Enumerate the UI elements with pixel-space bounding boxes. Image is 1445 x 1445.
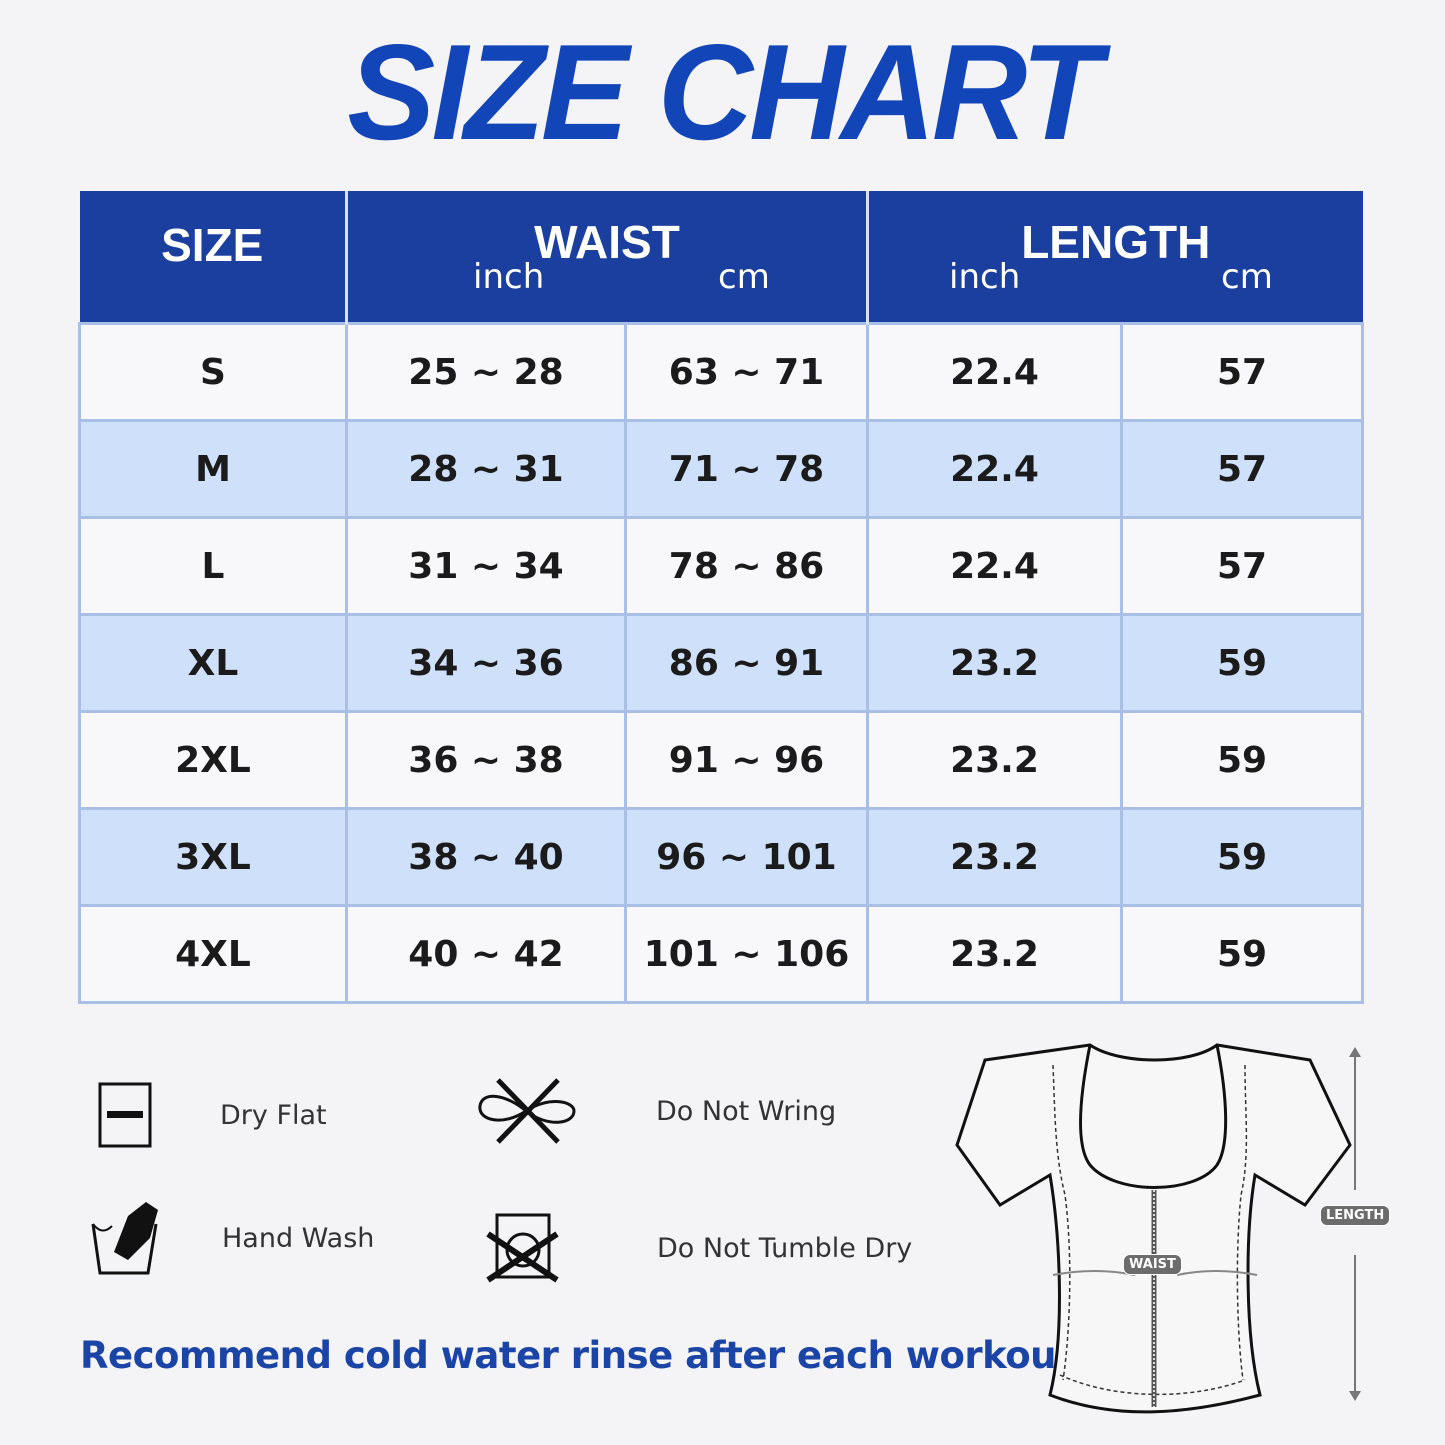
cell-waist-cm: 86 ~ 91 bbox=[624, 613, 869, 713]
dry-flat-icon bbox=[98, 1082, 152, 1148]
table-row: S 25 ~ 28 63 ~ 71 22.4 57 bbox=[78, 322, 1364, 422]
table-row: 2XL 36 ~ 38 91 ~ 96 23.2 59 bbox=[78, 710, 1364, 810]
length-inch-unit: inch bbox=[949, 257, 1021, 297]
table-row: L 31 ~ 34 78 ~ 86 22.4 57 bbox=[78, 516, 1364, 616]
cell-waist-inch: 28 ~ 31 bbox=[345, 419, 627, 519]
cell-waist-inch: 34 ~ 36 bbox=[345, 613, 627, 713]
cell-length-inch: 22.4 bbox=[866, 322, 1123, 422]
cell-length-cm: 59 bbox=[1120, 613, 1364, 713]
cell-waist-cm: 96 ~ 101 bbox=[624, 807, 869, 907]
care-do-not-wring: Do Not Wring bbox=[476, 1076, 836, 1146]
page-title: SIZE CHART bbox=[347, 16, 1101, 168]
cell-size: XL bbox=[78, 613, 348, 713]
cell-waist-cm: 101 ~ 106 bbox=[624, 904, 869, 1004]
cell-waist-inch: 36 ~ 38 bbox=[345, 710, 627, 810]
cell-waist-cm: 63 ~ 71 bbox=[624, 322, 869, 422]
cell-size: M bbox=[78, 419, 348, 519]
do-not-tumble-dry-icon bbox=[486, 1213, 559, 1283]
waist-inch-unit: inch bbox=[473, 257, 545, 297]
length-cm-unit: cm bbox=[1221, 257, 1273, 297]
cell-length-inch: 23.2 bbox=[866, 807, 1123, 907]
table-row: M 28 ~ 31 71 ~ 78 22.4 57 bbox=[78, 419, 1364, 519]
table-row: 4XL 40 ~ 42 101 ~ 106 23.2 59 bbox=[78, 904, 1364, 1004]
cell-waist-cm: 71 ~ 78 bbox=[624, 419, 869, 519]
cell-waist-inch: 31 ~ 34 bbox=[345, 516, 627, 616]
waist-label: WAIST bbox=[1123, 1254, 1182, 1275]
cell-waist-inch: 38 ~ 40 bbox=[345, 807, 627, 907]
cell-length-inch: 23.2 bbox=[866, 710, 1123, 810]
cell-waist-cm: 91 ~ 96 bbox=[624, 710, 869, 810]
table-row: 3XL 38 ~ 40 96 ~ 101 23.2 59 bbox=[78, 807, 1364, 907]
cell-length-cm: 59 bbox=[1120, 710, 1364, 810]
table-header: SIZE WAIST inch cm LENGTH inch cm bbox=[79, 191, 1363, 324]
cell-waist-cm: 78 ~ 86 bbox=[624, 516, 869, 616]
header-size: SIZE bbox=[79, 191, 348, 324]
care-note: Recommend cold water rinse after each wo… bbox=[80, 1334, 1087, 1377]
cell-length-cm: 57 bbox=[1120, 419, 1364, 519]
cell-waist-inch: 25 ~ 28 bbox=[345, 322, 627, 422]
header-length: LENGTH inch cm bbox=[867, 191, 1363, 324]
cell-size: S bbox=[78, 322, 348, 422]
cell-length-inch: 22.4 bbox=[866, 419, 1123, 519]
care-do-not-tumble-dry: Do Not Tumble Dry bbox=[485, 1212, 912, 1284]
cell-length-cm: 59 bbox=[1120, 807, 1364, 907]
cell-size: 4XL bbox=[78, 904, 348, 1004]
size-table: SIZE WAIST inch cm LENGTH inch cm S 25 ~ … bbox=[78, 191, 1364, 1004]
cell-waist-inch: 40 ~ 42 bbox=[345, 904, 627, 1004]
care-dry-flat: Dry Flat bbox=[98, 1082, 327, 1148]
table-row: XL 34 ~ 36 86 ~ 91 23.2 59 bbox=[78, 613, 1364, 713]
header-waist: WAIST inch cm bbox=[346, 191, 869, 324]
cell-size: 2XL bbox=[78, 710, 348, 810]
cell-length-cm: 57 bbox=[1120, 516, 1364, 616]
cell-length-inch: 22.4 bbox=[866, 516, 1123, 616]
cell-size: L bbox=[78, 516, 348, 616]
cell-length-cm: 59 bbox=[1120, 904, 1364, 1004]
cell-length-cm: 57 bbox=[1120, 322, 1364, 422]
garment-diagram bbox=[955, 1043, 1361, 1414]
cell-size: 3XL bbox=[78, 807, 348, 907]
length-label: LENGTH bbox=[1320, 1205, 1391, 1226]
do-not-wring-icon bbox=[478, 1078, 576, 1144]
waist-cm-unit: cm bbox=[718, 257, 770, 297]
hand-wash-icon bbox=[91, 1202, 158, 1275]
cell-length-inch: 23.2 bbox=[866, 613, 1123, 713]
cell-length-inch: 23.2 bbox=[866, 904, 1123, 1004]
care-hand-wash: Hand Wash bbox=[90, 1200, 374, 1276]
